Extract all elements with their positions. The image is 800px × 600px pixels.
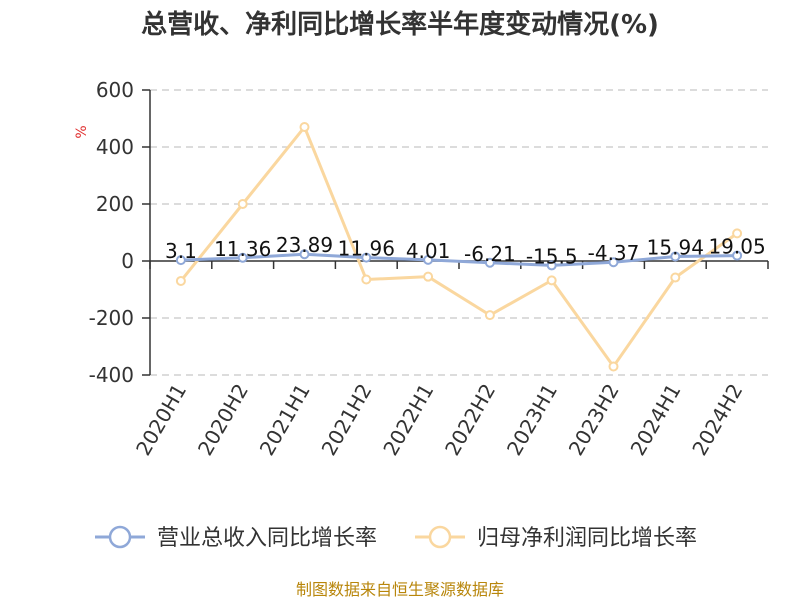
series-point bbox=[484, 310, 495, 321]
legend-label: 归母净利润同比增长率 bbox=[477, 526, 697, 551]
data-label: 11.36 bbox=[214, 237, 271, 261]
y-tick-label: -400 bbox=[89, 363, 134, 387]
x-tick-label: 2024H1 bbox=[626, 380, 686, 460]
x-tick-label: 2021H2 bbox=[317, 380, 377, 460]
series-layer bbox=[175, 122, 743, 372]
series-point bbox=[608, 257, 619, 268]
data-label: 3.1 bbox=[165, 239, 197, 263]
series-line bbox=[180, 252, 738, 267]
series-line bbox=[179, 125, 738, 368]
series-point bbox=[299, 249, 310, 260]
series-point bbox=[361, 252, 372, 263]
data-label: 23.89 bbox=[276, 233, 333, 257]
data-label: 15.94 bbox=[647, 235, 704, 259]
series-point bbox=[175, 255, 186, 266]
y-tick-label: -200 bbox=[89, 306, 134, 330]
x-tick-label: 2024H2 bbox=[687, 380, 747, 460]
legend[interactable]: 营业总收入同比增长率 归母净利润同比增长率 bbox=[95, 525, 697, 551]
data-label: -15.5 bbox=[526, 244, 578, 268]
x-tick-label: 2023H1 bbox=[502, 380, 562, 460]
data-label: 4.01 bbox=[406, 239, 451, 263]
grid-lines bbox=[150, 89, 768, 376]
series-point bbox=[670, 251, 681, 262]
series-point bbox=[175, 275, 186, 286]
source-note: 制图数据来自恒生聚源数据库 bbox=[296, 580, 504, 599]
legend-item[interactable]: 营业总收入同比增长率 bbox=[95, 525, 377, 551]
legend-item[interactable]: 归母净利润同比增长率 bbox=[415, 525, 697, 551]
data-label: 11.96 bbox=[338, 237, 395, 261]
y-axis: 600 400 200 0 -200 -400 bbox=[89, 78, 151, 387]
data-labels: 3.1 11.36 23.89 11.96 4.01 -6.21 -15.5 -4.37 15.… bbox=[165, 233, 766, 268]
y-tick-label: 200 bbox=[96, 192, 134, 216]
y-axis-unit: % bbox=[74, 125, 90, 138]
series-point bbox=[237, 252, 248, 263]
x-tick-label: 2022H2 bbox=[440, 380, 500, 460]
series-point bbox=[361, 274, 372, 285]
series-point bbox=[546, 275, 557, 286]
series-point bbox=[237, 199, 248, 209]
x-tick-label: 2023H2 bbox=[564, 380, 624, 460]
data-label: -4.37 bbox=[588, 241, 640, 265]
data-label: -6.21 bbox=[464, 242, 516, 266]
y-tick-label: 400 bbox=[96, 135, 134, 159]
series-point bbox=[732, 228, 743, 239]
x-tick-label: 2021H1 bbox=[255, 380, 315, 460]
y-tick-label: 0 bbox=[121, 249, 134, 273]
x-tick-label: 2022H1 bbox=[378, 379, 438, 459]
series-point bbox=[670, 272, 681, 283]
x-tick-label: 2020H2 bbox=[193, 380, 253, 460]
chart-title: 总营收、净利同比增长率半年度变动情况(%) bbox=[141, 9, 659, 40]
series-point bbox=[546, 260, 557, 271]
legend-label: 营业总收入同比增长率 bbox=[157, 526, 377, 551]
series-point bbox=[608, 361, 619, 372]
x-tick-label: 2020H1 bbox=[131, 380, 191, 460]
series-point bbox=[423, 271, 434, 282]
y-tick-label: 600 bbox=[96, 78, 134, 102]
legend-marker bbox=[428, 525, 452, 549]
data-label: 19.05 bbox=[708, 235, 765, 259]
series-point bbox=[299, 122, 310, 133]
series-point bbox=[732, 250, 743, 261]
series-point bbox=[423, 254, 434, 265]
legend-marker bbox=[108, 525, 132, 549]
series-point bbox=[484, 257, 495, 268]
